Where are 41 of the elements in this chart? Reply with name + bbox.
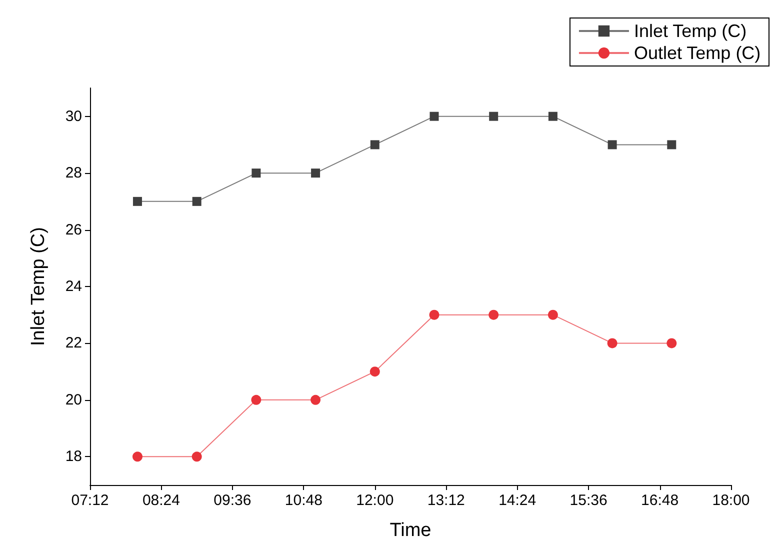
y-tick-label: 26 xyxy=(65,221,82,238)
x-tick-label: 08:24 xyxy=(142,492,180,509)
y-tick-label: 30 xyxy=(65,108,82,125)
point xyxy=(666,338,677,348)
y-axis-title: Inlet Temp (C) xyxy=(28,227,49,346)
point xyxy=(548,310,558,320)
point xyxy=(192,452,202,462)
point xyxy=(489,112,498,121)
point xyxy=(132,196,142,206)
point xyxy=(430,112,439,121)
y-tick-label: 24 xyxy=(65,278,82,295)
y-tick-label: 22 xyxy=(65,334,82,352)
point xyxy=(370,366,380,377)
point xyxy=(607,338,618,348)
y-tick-label: 18 xyxy=(65,448,82,466)
x-tick-label: 10:48 xyxy=(284,492,322,509)
point xyxy=(608,140,617,150)
x-axis-title: Time xyxy=(390,520,432,541)
x-tick-label: 12:00 xyxy=(356,492,394,509)
y-tick-label: 28 xyxy=(65,164,82,182)
point xyxy=(488,310,499,320)
point xyxy=(251,394,262,405)
point xyxy=(429,310,440,320)
point xyxy=(310,394,321,405)
point xyxy=(370,140,380,150)
legend-label: Inlet Temp (C) xyxy=(634,21,747,41)
point xyxy=(667,140,676,150)
point xyxy=(311,168,320,178)
legend-label: Outlet Temp (C) xyxy=(634,43,761,63)
x-tick-label: 15:36 xyxy=(570,492,608,509)
point xyxy=(252,168,261,178)
x-tick-label: 07:12 xyxy=(71,492,109,509)
point xyxy=(548,112,558,121)
y-tick-label: 20 xyxy=(65,391,82,408)
x-tick-label: 13:12 xyxy=(427,492,465,509)
x-tick-label: 16:48 xyxy=(641,492,679,509)
x-tick-label: 18:00 xyxy=(712,492,750,509)
point xyxy=(192,196,202,206)
x-tick-label: 14:24 xyxy=(498,492,536,509)
x-tick-label: 09:36 xyxy=(214,492,252,509)
point xyxy=(132,452,142,462)
